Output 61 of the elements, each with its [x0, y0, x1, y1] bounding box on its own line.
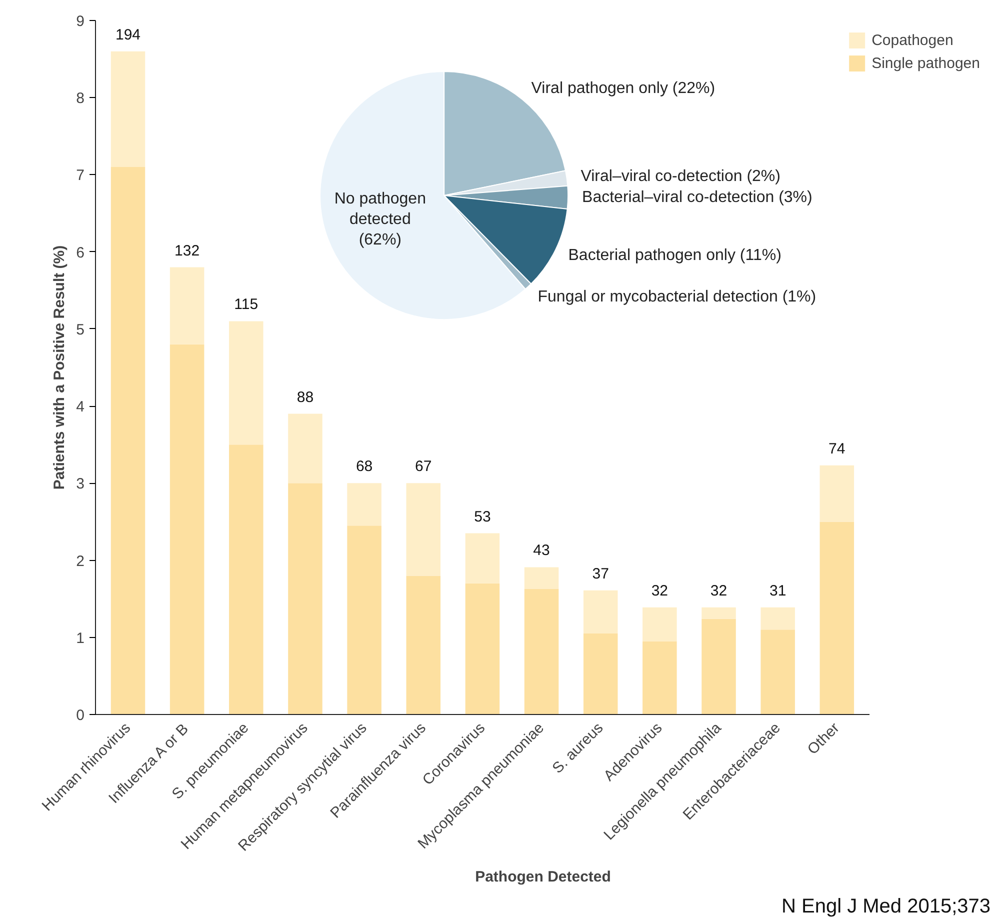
- bar: [642, 607, 677, 642]
- slice-label: Fungal or mycobacterial detection (1%): [538, 288, 816, 306]
- slice-label: Viral–viral co-detection (2%): [580, 168, 780, 185]
- annotation: 67: [415, 458, 432, 476]
- slice-label: Bacterial–viral co-detection (3%): [582, 189, 812, 206]
- annotation: 74: [828, 440, 846, 458]
- bar: [524, 588, 559, 714]
- annotation: 32: [651, 582, 668, 600]
- slice-label: Bacterial pathogen only (11%): [568, 247, 782, 264]
- bar: [760, 607, 795, 630]
- bar: [406, 483, 441, 576]
- bar: [820, 465, 854, 522]
- bar: [229, 321, 264, 445]
- bar: [170, 267, 204, 344]
- y-tick-label: 6: [76, 244, 84, 262]
- bar: [465, 533, 500, 584]
- y-tick-label: 2: [76, 552, 84, 570]
- annotation: 132: [174, 242, 200, 260]
- bar: [110, 51, 146, 168]
- y-tick-label: 1: [76, 630, 84, 647]
- bar: [820, 522, 854, 714]
- annotation: 37: [592, 565, 609, 582]
- bar: [702, 607, 736, 619]
- data-label: (62%): [358, 231, 402, 248]
- annotation: 88: [296, 388, 314, 406]
- annotation: 53: [474, 508, 491, 526]
- legend-label: Single pathogen: [872, 54, 980, 72]
- annotation: 32: [710, 582, 728, 600]
- bar: [288, 483, 322, 714]
- slice-label: Viral pathogen only (22%): [531, 80, 716, 98]
- bar: [347, 483, 382, 526]
- y-tick-label: 0: [76, 707, 84, 724]
- bar: [347, 526, 382, 714]
- bar: [170, 344, 204, 714]
- bar: [583, 634, 618, 714]
- annotation: 68: [356, 458, 373, 476]
- annotation: 31: [769, 582, 786, 600]
- y-tick-label: 3: [76, 476, 84, 493]
- text: N Engl J Med 2015;373: [781, 896, 991, 918]
- y-tick-label: 9: [76, 13, 84, 30]
- bar: [702, 618, 736, 714]
- bar: [465, 583, 500, 714]
- y-tick-label: 5: [76, 321, 84, 338]
- annotation: 43: [533, 542, 550, 560]
- bar: [642, 641, 677, 714]
- legend-label: Copathogen: [872, 32, 954, 48]
- bar: [288, 414, 322, 484]
- y-tick-label: 4: [76, 398, 84, 416]
- annotation: 115: [234, 296, 258, 314]
- bar: [406, 576, 441, 714]
- annotation: 194: [115, 26, 141, 44]
- bar: [229, 444, 264, 714]
- bar: [524, 567, 559, 589]
- bar: [110, 167, 146, 714]
- x-axis-title: Pathogen Detected: [475, 868, 611, 886]
- y-tick-label: 8: [76, 90, 84, 108]
- bar: [760, 630, 795, 714]
- y-tick-label: 7: [76, 167, 84, 184]
- bar: [583, 590, 618, 634]
- slice-label: No pathogen detected: [334, 190, 426, 228]
- y-axis-title: Patients with a Positive Result (%): [51, 245, 68, 490]
